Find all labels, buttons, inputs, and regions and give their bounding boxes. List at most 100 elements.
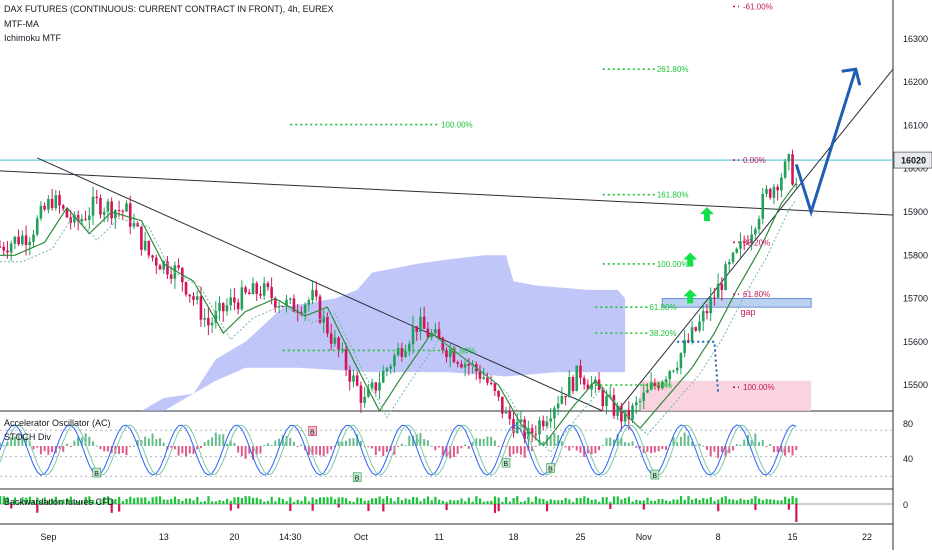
- stoch-div-title[interactable]: STOCH Div: [4, 432, 51, 442]
- backwardation-bar: [624, 498, 627, 504]
- candle: [478, 371, 482, 379]
- oscillator-bar: [557, 435, 560, 446]
- candle: [374, 382, 378, 391]
- current-price-label: 16020: [901, 156, 926, 166]
- indicator-mtf-ma[interactable]: MTF-MA: [4, 19, 39, 29]
- backwardation-bar: [579, 497, 582, 504]
- candle: [400, 348, 404, 357]
- candle: [661, 381, 664, 389]
- oscillator-bar: [467, 446, 470, 449]
- candle: [705, 311, 709, 314]
- backwardation-bar: [598, 501, 601, 504]
- oscillator-bar: [278, 438, 281, 446]
- backwardation-bar: [601, 497, 604, 504]
- candle: [724, 264, 727, 290]
- backwardation-bar: [434, 496, 437, 504]
- oscillator-bar: [322, 446, 325, 457]
- oscillator-title[interactable]: Accelerator Oscillator (AC): [4, 418, 111, 428]
- backwardation-bar: [609, 501, 612, 504]
- backwardation-bar: [333, 499, 337, 504]
- indicator-ichimoku[interactable]: Ichimoku MTF: [4, 33, 62, 43]
- candle: [672, 370, 675, 372]
- oscillator-bar: [698, 443, 701, 446]
- backwardation-bar: [679, 496, 683, 504]
- oscillator-bar: [17, 433, 20, 446]
- backwardation-bar: [456, 500, 459, 504]
- oscillator-bar: [252, 446, 255, 460]
- backwardation-bar: [177, 499, 180, 504]
- backwardation-bar-negative: [311, 504, 314, 511]
- backwardation-bar: [702, 497, 705, 504]
- blue-dotted-step: [677, 340, 720, 394]
- backwardation-bar: [393, 501, 396, 504]
- backwardation-bar: [780, 500, 783, 504]
- oscillator-bar: [36, 446, 39, 448]
- backwardation-bar: [400, 500, 404, 504]
- backwardation-bar: [367, 500, 370, 504]
- oscillator-bar: [586, 446, 589, 454]
- backwardation-bar: [594, 499, 597, 504]
- oscillator-bar: [765, 446, 768, 447]
- backwardation-bar: [638, 500, 642, 504]
- price-tick-label: 16300: [903, 34, 928, 44]
- backwardation-bar: [36, 497, 39, 504]
- oscillator-bar: [51, 446, 54, 453]
- backwardation-bar: [776, 500, 779, 504]
- candle: [259, 293, 262, 296]
- time-tick-label: 22: [862, 532, 872, 542]
- down-trendline: [37, 157, 603, 412]
- candle: [244, 287, 247, 293]
- backwardation-title[interactable]: Backwardation futures CFD: [4, 497, 115, 507]
- backwardation-bar: [408, 499, 411, 504]
- backwardation-bar: [110, 499, 113, 504]
- candle: [43, 205, 46, 210]
- candle: [772, 186, 776, 198]
- oscillator-bar: [103, 446, 106, 452]
- backwardation-bar: [438, 499, 441, 504]
- oscillator-bar: [642, 446, 645, 454]
- oscillator-bar: [203, 442, 206, 446]
- backwardation-bar: [155, 496, 158, 504]
- candle: [776, 186, 779, 191]
- fib-label-red: 0.00%: [743, 156, 766, 165]
- backwardation-bar: [493, 496, 497, 504]
- backwardation-bar: [642, 500, 645, 504]
- candle: [463, 363, 467, 368]
- oscillator-bar: [791, 446, 794, 456]
- oscillator-bar: [225, 443, 228, 446]
- backwardation-bar-negative: [337, 504, 340, 508]
- candle: [355, 375, 359, 386]
- backwardation-bar-negative: [642, 504, 645, 510]
- backwardation-bar: [661, 498, 664, 504]
- candle: [218, 303, 221, 312]
- oscillator-bar: [772, 446, 775, 453]
- backwardation-bar: [270, 496, 273, 504]
- backwardation-bar: [761, 500, 764, 504]
- candle: [0, 246, 2, 248]
- oscillator-bar: [211, 437, 214, 446]
- backwardation-bar: [505, 497, 508, 504]
- candle: [314, 290, 318, 297]
- candle: [95, 196, 99, 198]
- oscillator-bar: [583, 446, 586, 457]
- backwardation-bar: [233, 497, 236, 504]
- backwardation-bar-negative: [118, 504, 121, 512]
- backwardation-bar: [653, 500, 657, 504]
- backwardation-bar: [754, 496, 757, 504]
- backwardation-bar: [114, 499, 117, 504]
- oscillator-bar: [679, 436, 682, 446]
- backwardation-bar: [378, 496, 381, 504]
- oscillator-bar: [95, 445, 98, 447]
- candle: [739, 241, 742, 249]
- candle: [262, 283, 266, 296]
- candle: [445, 350, 448, 358]
- candle: [337, 337, 340, 350]
- candle: [288, 298, 292, 300]
- candle: [363, 396, 366, 403]
- backwardation-bar: [0, 496, 2, 504]
- backwardation-bar: [750, 498, 753, 504]
- oscillator-bar: [519, 446, 522, 455]
- candle: [203, 318, 206, 320]
